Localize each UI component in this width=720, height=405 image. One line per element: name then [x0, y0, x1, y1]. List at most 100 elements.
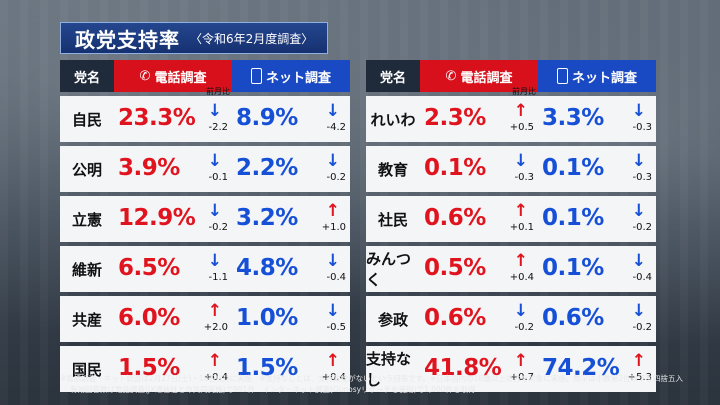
- party-name: 公明: [71, 160, 102, 179]
- net-value: 3.2%: [236, 205, 298, 231]
- arrow-up-icon: ↑: [207, 301, 222, 321]
- table-rows: れいわ 2.3% ↑ +0.5 前月比 3.3% ↓ -0.3 教育 0.1% ↓ -0.3 0.1% ↓…: [366, 87, 656, 392]
- arrow-up-icon: ↑: [513, 201, 528, 221]
- party-name: 共産: [71, 310, 102, 329]
- table-row: 立憲 12.9% ↓ -0.2 3.2% ↑ +1.0: [60, 196, 350, 242]
- phone-cell: 41.8% ↑ +0.7: [420, 346, 538, 392]
- table-row: 教育 0.1% ↓ -0.3 0.1% ↓ -0.3: [366, 146, 656, 192]
- net-change: -0.3: [632, 122, 652, 133]
- net-cell: 4.8% ↓ -0.4: [232, 246, 350, 292]
- phone-change: -0.2: [208, 222, 228, 233]
- arrow-down-icon: ↓: [513, 301, 528, 321]
- left-table: 党名 ✆ 電話調査 ネット調査 自民 23.3% ↓ -2.2 前月比 8.9% ↓ -4.2…: [60, 60, 350, 392]
- arrow-down-icon: ↓: [325, 301, 340, 321]
- net-value: 0.1%: [542, 205, 604, 231]
- net-cell: 0.6% ↓ -0.2: [538, 296, 656, 342]
- net-change: +1.0: [321, 222, 346, 233]
- arrow-up-icon: ↑: [207, 351, 222, 371]
- net-value: 3.3%: [542, 105, 604, 131]
- phone-change: -2.2: [208, 122, 228, 133]
- phone-cell: 0.6% ↓ -0.2: [420, 296, 538, 342]
- phone-value: 1.5%: [118, 355, 180, 381]
- net-value: 1.5%: [236, 355, 298, 381]
- phone-value: 6.5%: [118, 255, 180, 281]
- phone-value: 3.9%: [118, 155, 180, 181]
- arrow-down-icon: ↓: [325, 151, 340, 171]
- arrow-up-icon: ↑: [325, 351, 340, 371]
- net-change: -0.4: [632, 272, 652, 283]
- party-name: れいわ: [370, 110, 416, 129]
- party-name: 維新: [71, 260, 102, 279]
- net-cell: 0.1% ↓ -0.4: [538, 246, 656, 292]
- arrow-down-icon: ↓: [325, 101, 340, 121]
- net-value: 4.8%: [236, 255, 298, 281]
- net-change: -0.2: [326, 172, 346, 183]
- net-cell: 0.1% ↓ -0.2: [538, 196, 656, 242]
- phone-change: +0.7: [509, 372, 534, 383]
- phone-cell: 3.9% ↓ -0.1: [114, 146, 232, 192]
- phone-change: -1.1: [208, 272, 228, 283]
- net-change: -0.4: [326, 272, 346, 283]
- table-row: 参政 0.6% ↓ -0.2 0.6% ↓ -0.2: [366, 296, 656, 342]
- net-cell: 3.3% ↓ -0.3: [538, 96, 656, 142]
- phone-value: 23.3%: [118, 105, 196, 131]
- net-value: 0.1%: [542, 155, 604, 181]
- title-subtitle: 〈令和6年2月度調査〉: [190, 31, 314, 46]
- table-row: 社民 0.6% ↑ +0.1 0.1% ↓ -0.2: [366, 196, 656, 242]
- header-net-label: ネット調査: [265, 70, 331, 86]
- phone-change: +0.4: [203, 372, 228, 383]
- net-cell: 1.0% ↓ -0.5: [232, 296, 350, 342]
- header-net-label: ネット調査: [571, 70, 637, 86]
- phone-change: -0.3: [514, 172, 534, 183]
- phone-cell: 0.1% ↓ -0.3: [420, 146, 538, 192]
- net-value: 8.9%: [236, 105, 298, 131]
- arrow-up-icon: ↑: [513, 351, 528, 371]
- table-header: 党名 ✆ 電話調査 ネット調査: [366, 60, 656, 92]
- arrow-up-icon: ↑: [513, 251, 528, 271]
- phone-cell: 1.5% ↑ +0.4: [114, 346, 232, 392]
- phone-change: -0.1: [208, 172, 228, 183]
- header-net: ネット調査: [232, 60, 350, 92]
- phone-change: +0.1: [509, 222, 534, 233]
- net-cell: 1.5% ↑ +0.4: [232, 346, 350, 392]
- phone-cell: 6.5% ↓ -1.1: [114, 246, 232, 292]
- table-row: 公明 3.9% ↓ -0.1 2.2% ↓ -0.2: [60, 146, 350, 192]
- arrow-up-icon: ↑: [631, 351, 646, 371]
- phone-cell: 6.0% ↑ +2.0: [114, 296, 232, 342]
- net-cell: 8.9% ↓ -4.2: [232, 96, 350, 142]
- net-change: -0.2: [632, 222, 652, 233]
- header-net: ネット調査: [538, 60, 656, 92]
- arrow-down-icon: ↓: [207, 151, 222, 171]
- party-name: 自民: [71, 110, 102, 129]
- phone-cell: 12.9% ↓ -0.2: [114, 196, 232, 242]
- header-phone: ✆ 電話調査: [420, 60, 538, 92]
- table-row: みんつく 0.5% ↑ +0.4 0.1% ↓ -0.4: [366, 246, 656, 292]
- arrow-up-icon: ↑: [325, 201, 340, 221]
- phone-cell: 2.3% ↑ +0.5 前月比: [420, 87, 538, 142]
- footnote: ※電話調査・ネット調査は2月17日(土)・18日(日)に実施 ※支持なしとは、支…: [60, 373, 690, 395]
- phone-cell: 0.5% ↑ +0.4: [420, 246, 538, 292]
- phone-icon: ✆: [445, 68, 457, 84]
- party-name: 支持なし: [366, 350, 412, 389]
- net-change: -0.2: [632, 322, 652, 333]
- net-cell: 2.2% ↓ -0.2: [232, 146, 350, 192]
- party-name: 参政: [377, 310, 408, 329]
- arrow-down-icon: ↓: [325, 251, 340, 271]
- table-rows: 自民 23.3% ↓ -2.2 前月比 8.9% ↓ -4.2 公明 3.9% ↓ -0.1 2.2% ↓…: [60, 87, 350, 392]
- net-value: 0.1%: [542, 255, 604, 281]
- header-party: 党名: [366, 60, 420, 92]
- phone-change: +0.5: [509, 122, 534, 133]
- table-row: 支持なし 41.8% ↑ +0.7 74.2% ↑ +5.3: [366, 346, 656, 392]
- header-phone-label: 電話調査: [154, 70, 207, 86]
- table-row: 共産 6.0% ↑ +2.0 1.0% ↓ -0.5: [60, 296, 350, 342]
- phone-change: -0.2: [514, 322, 534, 333]
- net-cell: 74.2% ↑ +5.3: [538, 346, 656, 392]
- header-phone-label: 電話調査: [460, 70, 513, 86]
- net-cell: 3.2% ↑ +1.0: [232, 196, 350, 242]
- phone-icon: ✆: [139, 68, 151, 84]
- net-change: +0.4: [321, 372, 346, 383]
- phone-change: +2.0: [203, 322, 228, 333]
- phone-value: 41.8%: [424, 355, 502, 381]
- party-name: 立憲: [71, 210, 102, 229]
- arrow-down-icon: ↓: [631, 301, 646, 321]
